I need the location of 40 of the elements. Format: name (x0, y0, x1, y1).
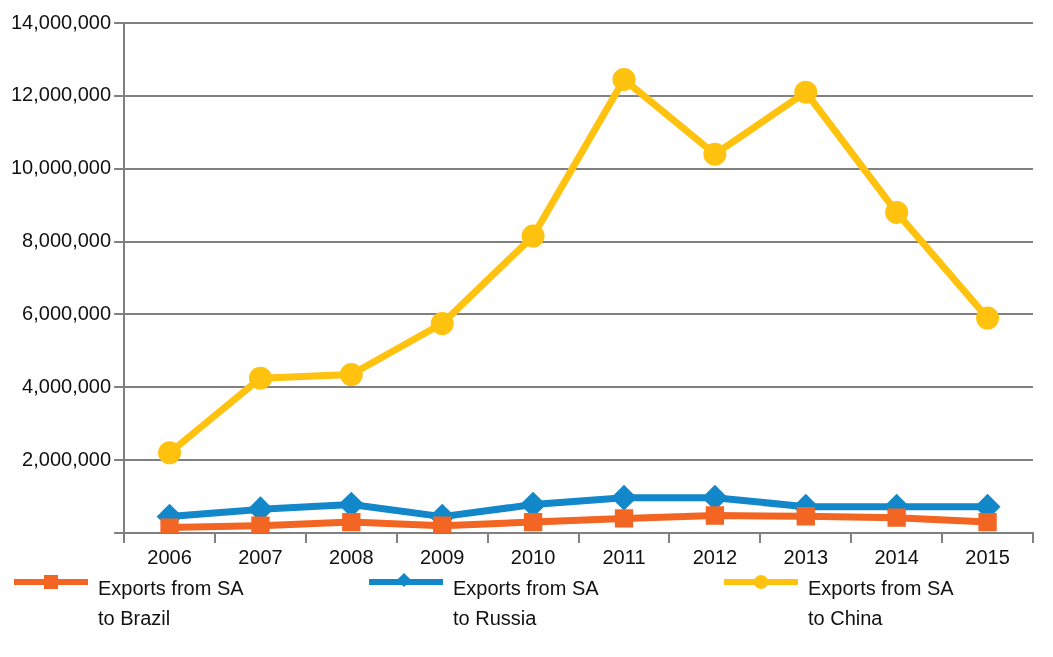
point (433, 516, 452, 533)
x-tick-label: 2013 (783, 545, 829, 568)
x-tick-label: 2011 (602, 545, 646, 568)
x-tick-label: 2015 (965, 545, 1010, 568)
point (612, 67, 636, 91)
x-tick-label: 2014 (874, 545, 919, 568)
y-tick-label: 14,000,000 (10, 10, 112, 33)
x-tick-label: 2008 (329, 545, 374, 568)
y-tick-label: 6,000,000 (22, 301, 112, 324)
x-tick-label: 2009 (419, 545, 465, 568)
y-tick-label: 10,000,000 (10, 156, 112, 179)
x-tick-label: 2010 (510, 545, 556, 568)
point (251, 516, 270, 533)
y-tick-label: 8,000,000 (22, 229, 112, 252)
x-tick-label: 2006 (147, 545, 192, 568)
x-tick-label: 2012 (692, 545, 738, 568)
point (887, 508, 906, 527)
point (703, 142, 727, 166)
point (342, 512, 361, 532)
point (794, 80, 818, 104)
point (523, 512, 543, 532)
legend-label: Exports from SA to China (808, 576, 955, 631)
point (158, 441, 182, 465)
x-tick-label: 2007 (238, 545, 283, 568)
point (885, 200, 909, 224)
point (614, 509, 634, 528)
point (248, 366, 272, 390)
legend-label: Exports from SA to Russia (453, 576, 600, 631)
point (339, 363, 363, 387)
point (796, 507, 815, 526)
y-tick-label: 2,000,000 (22, 447, 112, 470)
point (521, 224, 545, 248)
point (976, 306, 1000, 330)
point (612, 486, 636, 510)
point (430, 312, 454, 336)
y-tick-label: 4,000,000 (22, 374, 112, 397)
legend-label: Exports from SA to Brazil (98, 576, 245, 631)
point (705, 506, 725, 525)
point (978, 512, 997, 532)
y-tick-label: 12,000,000 (10, 83, 112, 106)
